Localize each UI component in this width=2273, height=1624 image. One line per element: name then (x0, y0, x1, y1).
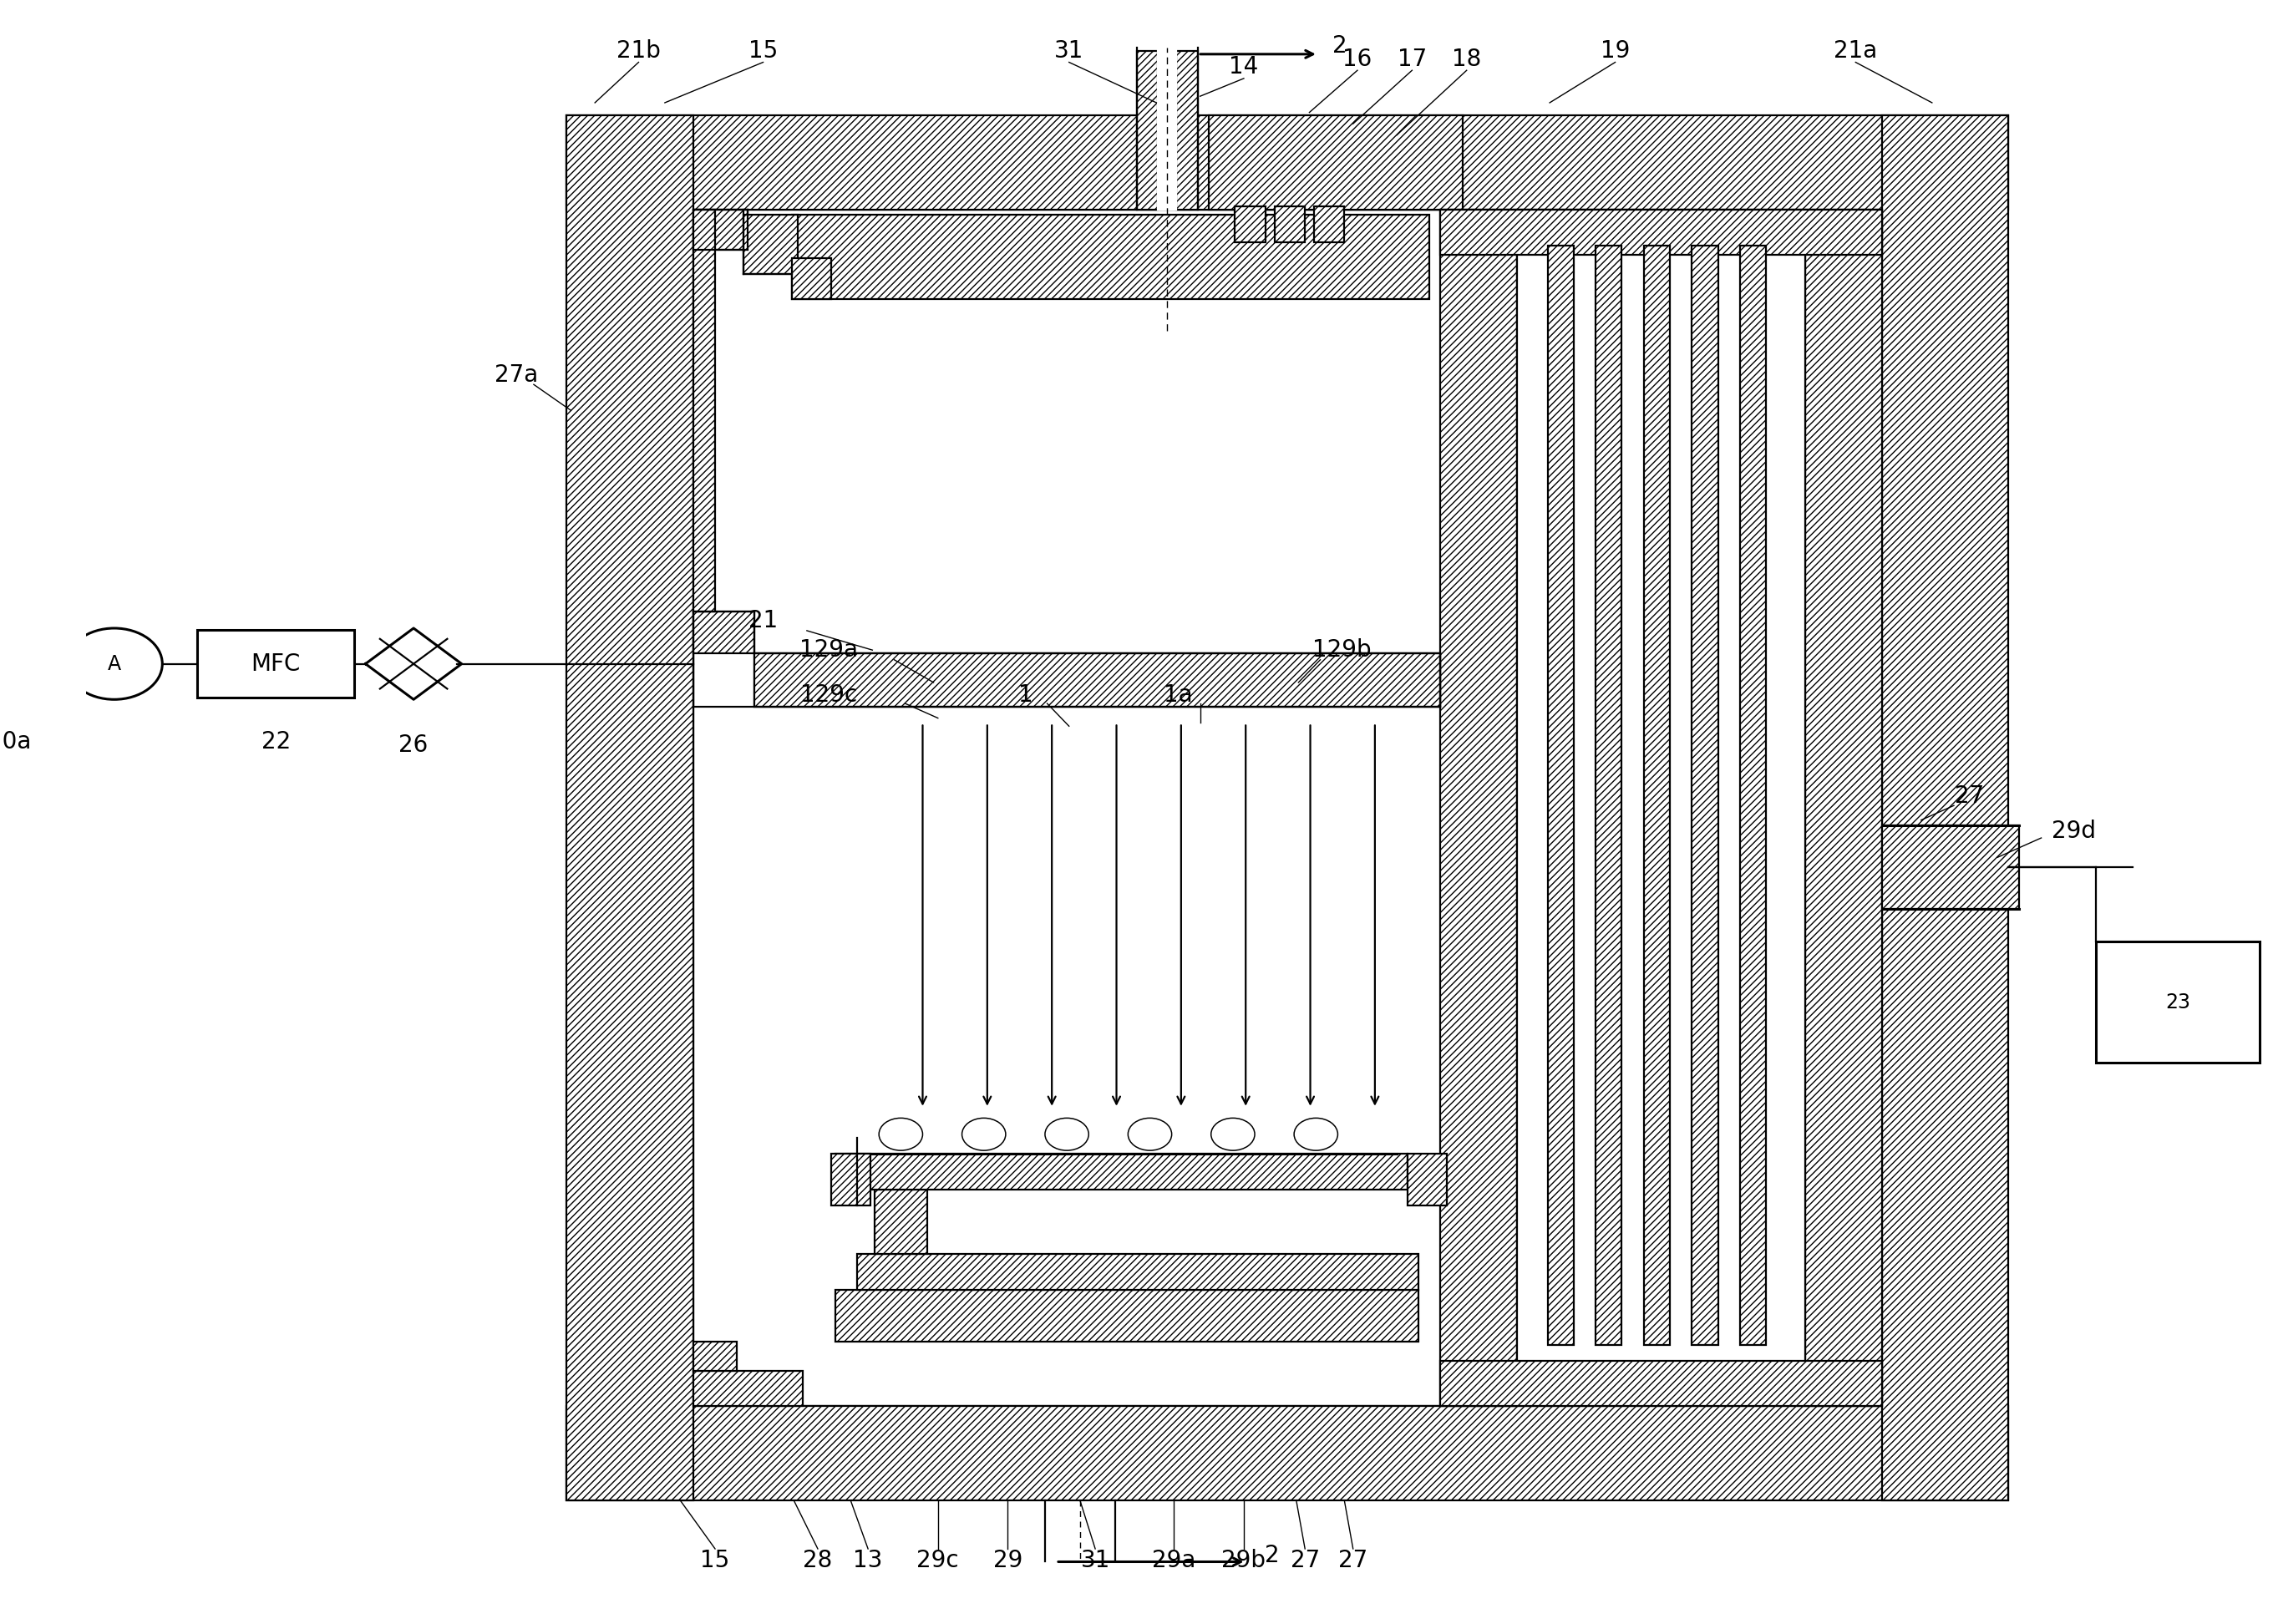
Text: 15: 15 (700, 1548, 730, 1572)
Bar (693, 1341, 736, 1371)
Bar (2096, 942, 2259, 1064)
Bar (566, 115, 2009, 209)
Bar (1882, 825, 2018, 909)
Text: 29d: 29d (2053, 820, 2096, 843)
Bar (1159, 47, 1177, 209)
Text: 29c: 29c (916, 1548, 959, 1572)
Text: 129c: 129c (800, 684, 857, 706)
Bar (198, 630, 355, 698)
Text: 31: 31 (1055, 39, 1084, 63)
Text: 15: 15 (748, 39, 777, 63)
Bar (791, 214, 1430, 299)
Bar (857, 1254, 1418, 1289)
Bar (1275, 206, 1305, 242)
Bar (834, 1153, 1407, 1189)
Text: 129b: 129b (1312, 638, 1371, 661)
Text: 27: 27 (1339, 1548, 1368, 1572)
Text: 2: 2 (1332, 34, 1348, 58)
Text: 13: 13 (852, 1548, 882, 1572)
Text: 28: 28 (802, 1548, 832, 1572)
Text: 16: 16 (1343, 47, 1373, 71)
Text: 21b: 21b (616, 39, 661, 63)
Text: 29a: 29a (1152, 1548, 1196, 1572)
Text: 21a: 21a (1834, 39, 1877, 63)
Text: 2: 2 (1264, 1543, 1280, 1567)
Circle shape (0, 654, 23, 674)
Bar (1643, 245, 1671, 1345)
Bar (1314, 206, 1343, 242)
Text: 29: 29 (993, 1548, 1023, 1572)
Text: 21: 21 (748, 609, 777, 633)
Bar (1739, 245, 1766, 1345)
Circle shape (880, 1117, 923, 1150)
Text: 26: 26 (398, 732, 427, 757)
Text: 14: 14 (1230, 55, 1259, 80)
Circle shape (961, 1117, 1005, 1150)
Bar (1691, 245, 1718, 1345)
Text: 1: 1 (1018, 684, 1032, 706)
Bar (1209, 115, 1462, 209)
Bar (693, 1371, 802, 1406)
Text: 129a: 129a (800, 638, 857, 661)
Bar (832, 1153, 871, 1205)
Circle shape (66, 628, 161, 700)
Text: 29b: 29b (1221, 1548, 1266, 1572)
Text: 27: 27 (1291, 1548, 1321, 1572)
Bar (1441, 1361, 1882, 1406)
Bar (755, 653, 1441, 706)
Bar (1177, 50, 1198, 209)
Bar (693, 209, 716, 611)
Circle shape (1046, 1117, 1089, 1150)
Text: 31: 31 (1080, 1548, 1109, 1572)
Circle shape (1293, 1117, 1339, 1150)
Bar (755, 653, 1441, 706)
Text: 23: 23 (2166, 992, 2191, 1012)
Text: 20a: 20a (0, 729, 32, 754)
Bar (1234, 206, 1266, 242)
Text: 17: 17 (1398, 47, 1427, 71)
Text: 19: 19 (1600, 39, 1630, 63)
Bar (1596, 245, 1623, 1345)
Bar (693, 209, 1882, 1406)
Text: MFC: MFC (250, 653, 300, 676)
Bar (834, 1289, 1418, 1341)
Bar (1882, 115, 2009, 1501)
Bar (1407, 1153, 1448, 1205)
Bar (693, 611, 755, 653)
Bar (743, 214, 798, 274)
Bar (1441, 209, 1516, 1406)
Bar (1441, 209, 1882, 255)
Bar (791, 258, 832, 299)
Text: 22: 22 (261, 729, 291, 754)
Bar (693, 209, 748, 250)
Text: 27a: 27a (496, 364, 539, 387)
Circle shape (1127, 1117, 1171, 1150)
Bar (1548, 245, 1573, 1345)
Bar (566, 115, 693, 1501)
Circle shape (1212, 1117, 1255, 1150)
Bar (875, 1189, 927, 1254)
Bar (1136, 50, 1159, 209)
Text: 1a: 1a (1164, 684, 1193, 706)
Bar (566, 1406, 2009, 1501)
Text: 18: 18 (1452, 47, 1482, 71)
Text: A: A (107, 654, 120, 674)
Bar (1805, 209, 1882, 1406)
Bar (1516, 209, 1805, 1366)
Text: 27: 27 (1955, 784, 1984, 807)
